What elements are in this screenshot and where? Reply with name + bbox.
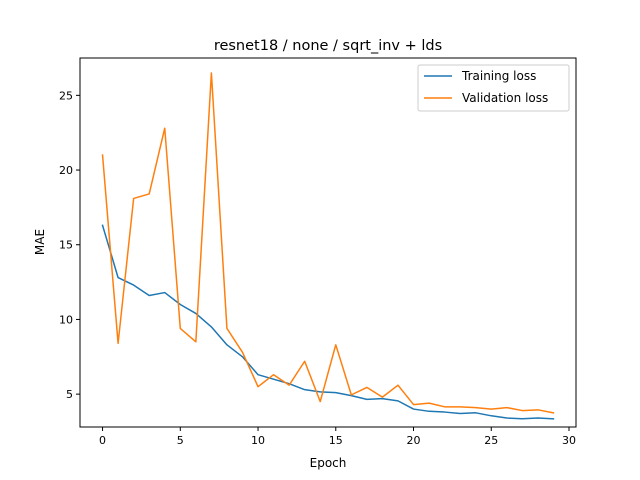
y-axis-label: MAE [33,229,47,255]
chart-title: resnet18 / none / sqrt_inv + lds [214,38,442,54]
legend-box [417,64,570,112]
x-axis-label: Epoch [310,456,347,470]
axes-layer: 0 5 10 15 20 25 30 5 10 15 20 25 [59,89,576,447]
x-tick-label: 30 [562,434,576,447]
x-tick-label: 15 [329,434,343,447]
legend-label-validation: Validation loss [462,91,548,105]
series-layer [101,72,555,420]
validation-loss-line [101,72,555,414]
y-tick-label: 5 [66,388,73,401]
y-tick-label: 25 [59,89,73,102]
y-tick-label: 20 [59,164,73,177]
x-tick-label: 20 [407,434,421,447]
x-tick-label: 5 [177,434,184,447]
x-tick-label: 10 [251,434,265,447]
legend-label-training: Training loss [461,69,536,83]
x-tick-label: 0 [99,434,106,447]
y-tick-label: 15 [59,239,73,252]
plot-frame [79,57,577,428]
x-tick-label: 25 [484,434,498,447]
y-tick-label: 10 [59,313,73,326]
legend: Training loss Validation loss [417,64,570,112]
